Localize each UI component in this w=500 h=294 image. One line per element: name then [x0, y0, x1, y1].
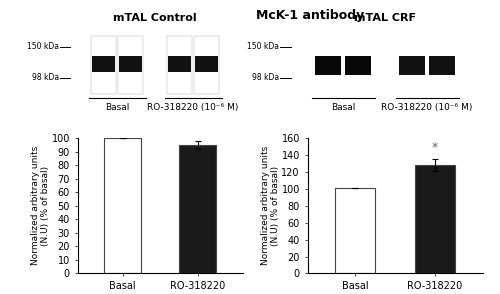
Y-axis label: Normalized arbitrary units
(N.U) (% of basal): Normalized arbitrary units (N.U) (% of b… — [260, 146, 280, 265]
Bar — [194, 36, 218, 94]
FancyBboxPatch shape — [194, 56, 218, 72]
Bar — [92, 36, 116, 94]
Text: 150 kDa: 150 kDa — [27, 42, 59, 51]
Text: Basal: Basal — [331, 103, 355, 112]
Bar — [118, 36, 142, 94]
Text: 98 kDa: 98 kDa — [252, 73, 279, 82]
FancyBboxPatch shape — [400, 56, 425, 75]
Text: RO-318220 (10⁻⁶ M): RO-318220 (10⁻⁶ M) — [148, 103, 238, 112]
Bar — [336, 188, 375, 273]
Y-axis label: Normalized arbitrary units
(N.U) (% of basal): Normalized arbitrary units (N.U) (% of b… — [30, 146, 50, 265]
Text: RO-318220 (10⁻⁶ M): RO-318220 (10⁻⁶ M) — [382, 103, 472, 112]
FancyBboxPatch shape — [428, 56, 454, 75]
Title: mTAL Control: mTAL Control — [113, 13, 197, 23]
FancyBboxPatch shape — [316, 56, 342, 75]
Text: 98 kDa: 98 kDa — [32, 73, 59, 82]
Text: McK-1 antibody: McK-1 antibody — [256, 9, 364, 22]
Bar — [179, 145, 216, 273]
FancyBboxPatch shape — [344, 56, 370, 75]
FancyBboxPatch shape — [118, 56, 142, 72]
Text: *: * — [432, 141, 438, 154]
FancyBboxPatch shape — [168, 56, 192, 72]
Text: 150 kDa: 150 kDa — [247, 42, 279, 51]
Text: Basal: Basal — [105, 103, 129, 112]
Bar — [168, 36, 192, 94]
Title: mTAL CRF: mTAL CRF — [354, 13, 416, 23]
Bar — [415, 165, 455, 273]
Bar — [104, 138, 142, 273]
FancyBboxPatch shape — [92, 56, 116, 72]
